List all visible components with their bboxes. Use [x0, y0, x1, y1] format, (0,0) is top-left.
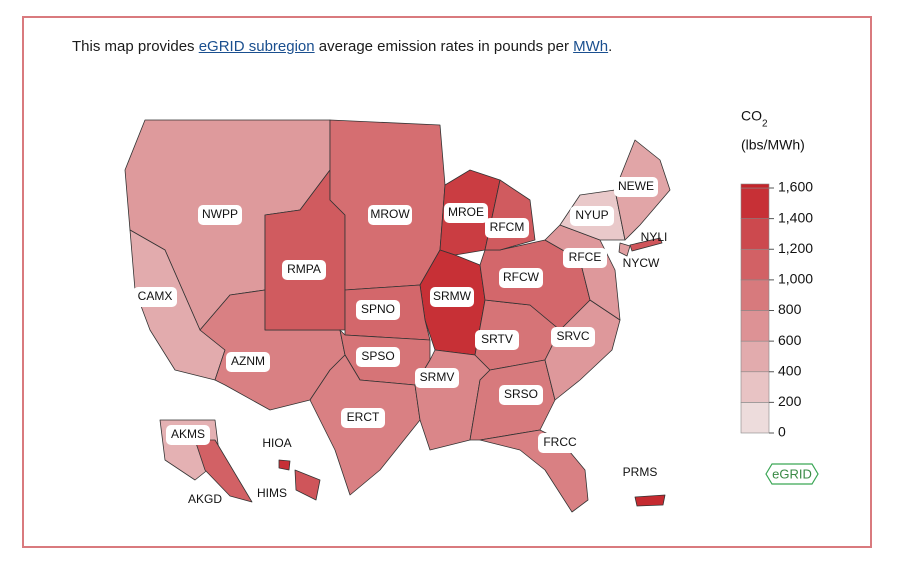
logo-text: eGRID: [772, 466, 812, 481]
region-label: SRMV: [420, 370, 455, 384]
legend-band: [740, 248, 770, 281]
legend-tick-label: 1,400: [778, 209, 813, 225]
text: .: [608, 38, 613, 55]
label-box: [133, 287, 177, 307]
link[interactable]: MWh: [573, 38, 609, 55]
legend-tick-label: 1,200: [778, 240, 813, 256]
region-label: SRTV: [481, 332, 513, 346]
legend-band: [740, 279, 770, 311]
label-box: [563, 248, 607, 268]
label-box: [499, 385, 543, 405]
legend: CO 2 (lbs/MWh) 0 200 400 600 800 1,000 1,200 1,…: [740, 108, 813, 440]
intro-text: This map provides eGRID subregion averag…: [72, 38, 612, 55]
region-label: NYCW: [623, 256, 660, 270]
label-box: [166, 425, 210, 445]
label-box: [538, 433, 582, 453]
region-label: AKGD: [188, 492, 222, 506]
region-label: MROW: [370, 207, 410, 221]
legend-tick-label: 1,600: [778, 179, 813, 195]
region-label: HIMS: [257, 486, 287, 500]
label-box: [341, 408, 385, 428]
label-box: [499, 268, 543, 288]
region: [629, 237, 663, 252]
region-label: SPNO: [361, 302, 395, 316]
label-box: [226, 352, 270, 372]
region: [278, 459, 291, 471]
label-box: [368, 205, 412, 225]
label-box: [282, 260, 326, 280]
region-label: ERCT: [347, 410, 380, 424]
region: [194, 439, 253, 503]
legend-tick-label: 0: [778, 424, 786, 440]
region-label: RFCW: [503, 270, 540, 284]
frame: [22, 16, 872, 548]
legend-band: [740, 218, 770, 250]
label-box: [614, 177, 658, 197]
label-box: [430, 287, 474, 307]
label-box: [415, 368, 459, 388]
label-box: [475, 330, 519, 350]
region-label: RMPA: [287, 262, 321, 276]
logo: eGRID: [765, 463, 819, 485]
legend-unit: (lbs/MWh): [741, 137, 805, 153]
region-label: NYLI: [641, 230, 668, 244]
region-label: CAMX: [138, 289, 173, 303]
legend-tick-label: 800: [778, 301, 802, 317]
text: This map provides: [72, 38, 199, 55]
legend-tick-label: 600: [778, 332, 802, 348]
label-box: [356, 300, 400, 320]
link[interactable]: eGRID subregion: [198, 38, 315, 55]
legend-band: [740, 310, 770, 342]
legend-tick-label: 200: [778, 393, 802, 409]
legend-subscript: 2: [762, 119, 768, 130]
region: [294, 469, 321, 501]
region-label: MROE: [448, 205, 484, 219]
legend-band: [740, 371, 770, 403]
legend-tick-label: 400: [778, 362, 802, 378]
label-box: [198, 205, 242, 225]
region-label: FRCC: [543, 435, 577, 449]
label-box: [485, 218, 529, 238]
region-label: SRVC: [556, 329, 589, 343]
region: [618, 242, 631, 257]
region-label: AZNM: [231, 354, 265, 368]
legend-tick-label: 1,000: [778, 271, 813, 287]
region-label: RFCM: [490, 220, 525, 234]
region-label: SPSO: [361, 349, 394, 363]
region-label: HIOA: [262, 436, 291, 450]
region-label: SRSO: [504, 387, 538, 401]
region-label: NEWE: [618, 179, 654, 193]
region-labels: NWPP CAMX AZNM RMPA MROW MROE SRMW SPNO SPSO ERCT…: [133, 177, 667, 506]
region-label: SRMW: [433, 289, 472, 303]
region-label: NYUP: [575, 208, 608, 222]
region-label: AKMS: [171, 427, 205, 441]
logo-badge: [765, 463, 819, 485]
legend-top: [740, 183, 770, 189]
legend-band: [740, 402, 770, 434]
label-box: [570, 206, 614, 226]
label-box: [356, 347, 400, 367]
label-box: [444, 203, 488, 223]
legend-title: CO: [741, 108, 762, 124]
region-label: PRMS: [623, 465, 658, 479]
text: average emission rates in pounds per: [314, 38, 574, 55]
region: [634, 494, 666, 507]
region-label: NWPP: [202, 207, 238, 221]
legend-band: [740, 340, 770, 373]
legend-band: [740, 187, 770, 219]
region-label: RFCE: [569, 250, 602, 264]
label-box: [551, 327, 595, 347]
